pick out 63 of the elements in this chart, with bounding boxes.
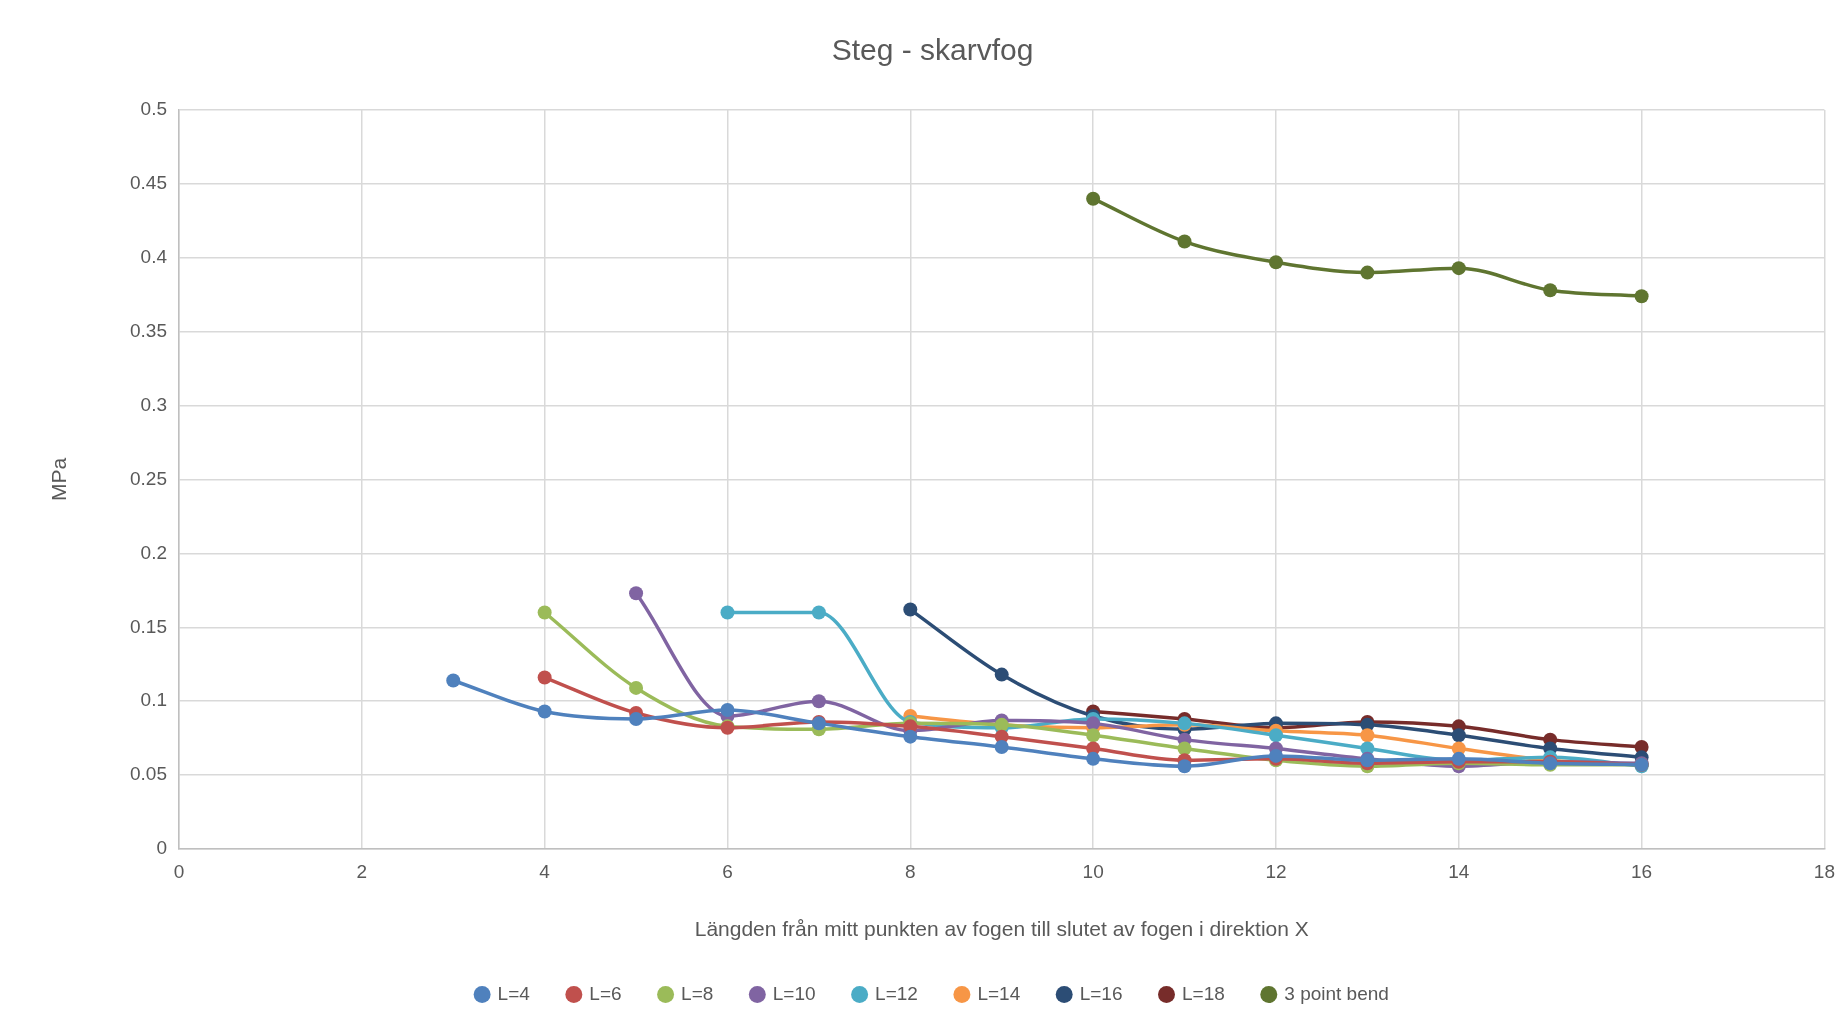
y-axis-title: MPa: [47, 457, 71, 502]
point: [629, 711, 644, 726]
point: [1086, 716, 1101, 731]
legend-label: L=14: [977, 982, 1021, 1004]
x-tick-label: 0: [173, 860, 185, 882]
y-tick-label: 0.5: [140, 98, 167, 120]
point: [537, 670, 552, 685]
point: [720, 703, 735, 718]
legend-label: 3 point bend: [1284, 982, 1389, 1004]
point: [994, 740, 1009, 755]
point: [811, 605, 826, 620]
x-tick-label: 4: [539, 860, 551, 882]
point: [537, 704, 552, 719]
point: [994, 667, 1009, 682]
y-tick-label: 0.25: [130, 467, 167, 489]
point: [1451, 728, 1466, 743]
point: [1451, 261, 1466, 276]
x-tick-label: 12: [1265, 860, 1287, 882]
point: [720, 605, 735, 620]
point: [903, 602, 918, 617]
point: [1268, 255, 1283, 270]
point: [811, 694, 826, 709]
point: [1177, 741, 1192, 756]
point: [1177, 759, 1192, 774]
legend-label: L=12: [875, 982, 918, 1004]
chart-title: Steg - skarvfog: [831, 33, 1034, 67]
legend-label: L=8: [681, 982, 714, 1004]
y-tick-label: 0.35: [130, 319, 167, 341]
y-tick-label: 0.45: [130, 172, 167, 194]
y-tick-label: 0.05: [130, 763, 167, 785]
x-axis-title: Längden från mitt punkten av fogen till slutet av fogen i direktion X: [694, 917, 1309, 941]
point: [1543, 283, 1558, 298]
x-tick-label: 18: [1813, 860, 1835, 882]
point: [1086, 751, 1101, 766]
point: [1086, 728, 1101, 743]
y-tick-label: 0.15: [130, 615, 167, 637]
x-tick-label: 2: [356, 860, 368, 882]
x-tick-label: 10: [1082, 860, 1104, 882]
y-tick-label: 0.3: [140, 393, 167, 415]
y-tick-label: 0.2: [140, 541, 167, 563]
x-tick-label: 6: [722, 860, 733, 882]
legend-label: L=6: [589, 982, 622, 1004]
legend-label: L=16: [1079, 982, 1123, 1004]
y-tick-label: 0.1: [140, 689, 167, 711]
point: [446, 673, 461, 688]
x-tick-label: 14: [1448, 860, 1470, 882]
y-tick-label: 0.4: [140, 246, 168, 268]
legend-label: L=10: [772, 982, 816, 1004]
x-tick-label: 8: [905, 860, 916, 882]
point: [1086, 191, 1101, 206]
point: [1360, 728, 1375, 743]
point: [629, 680, 644, 695]
point: [903, 729, 918, 744]
legend-label: L=18: [1181, 982, 1225, 1004]
point: [1268, 728, 1283, 743]
y-tick-label: 0: [156, 837, 167, 859]
point: [1360, 265, 1375, 280]
x-tick-label: 16: [1631, 860, 1653, 882]
point: [1634, 289, 1649, 304]
point: [1177, 234, 1192, 249]
point: [537, 605, 552, 620]
legend-label: L=4: [497, 982, 531, 1004]
point: [629, 586, 644, 601]
